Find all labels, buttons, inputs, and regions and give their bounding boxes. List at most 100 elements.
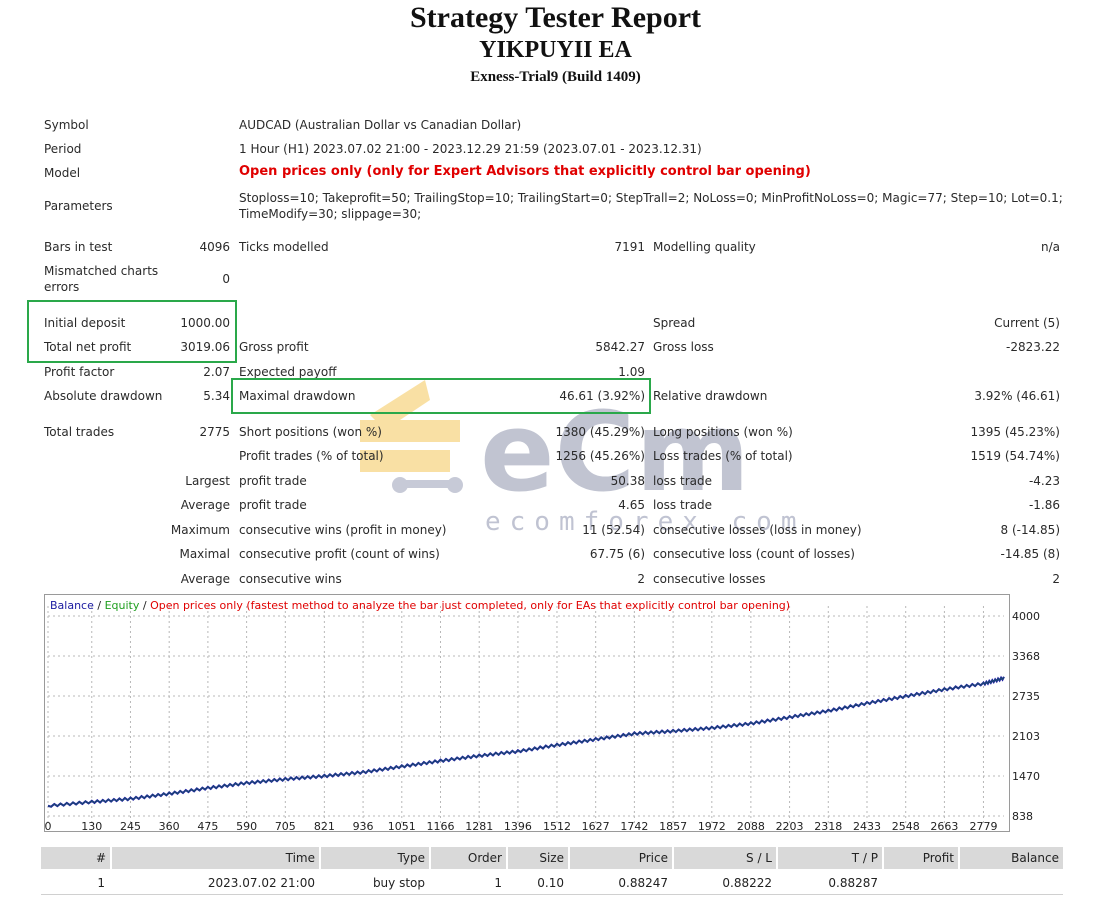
average-loss-value: -1.86 [1028, 498, 1060, 512]
header-column-divider [429, 847, 431, 869]
chart-legend: Balance / Equity / Open prices only (fas… [50, 599, 790, 612]
quality-value: n/a [1040, 240, 1060, 254]
col-size-header: Size [539, 851, 564, 865]
x-tick-label: 1742 [620, 820, 648, 832]
gross-loss-value: -2823.22 [1006, 340, 1060, 354]
x-tick-label: 1512 [543, 820, 571, 832]
table-row-divider [41, 894, 1063, 895]
max-consecutive-wins-label: consecutive wins (profit in money) [239, 523, 447, 537]
max-consecutive-losses-label: consecutive losses (loss in money) [653, 523, 862, 537]
largest-loss-value: -4.23 [1028, 474, 1060, 488]
net-profit-value: 3019.06 [180, 340, 230, 354]
loss-trades-label: Loss trades (% of total) [653, 449, 793, 463]
average-label: Average [180, 498, 230, 512]
average-loss-label: loss trade [653, 498, 712, 512]
deposit-label: Initial deposit [44, 316, 126, 330]
absolute-drawdown-value: 5.34 [203, 389, 230, 403]
spread-label: Spread [653, 316, 696, 330]
col-time-cell: 2023.07.02 21:00 [207, 876, 315, 890]
largest-profit-value: 50.38 [610, 474, 645, 488]
absolute-drawdown-label: Absolute drawdown [44, 389, 163, 403]
avg-consecutive-losses-value: 2 [1052, 572, 1060, 586]
col-profit-header: Profit [922, 851, 954, 865]
total-trades-value: 2775 [199, 425, 230, 439]
x-tick-label: 360 [159, 820, 180, 832]
x-tick-label: 2548 [892, 820, 920, 832]
max-consecutive-losses-value: 8 (-14.85) [1000, 523, 1061, 537]
spread-value: Current (5) [994, 316, 1060, 330]
report-title: Strategy Tester Report [409, 1, 702, 34]
y-tick-label: 838 [1012, 810, 1033, 823]
x-tick-label: 2779 [969, 820, 997, 832]
header-column-divider [568, 847, 570, 869]
mismatch-label: Mismatched charts [44, 264, 159, 278]
mismatch-value: 0 [222, 272, 230, 286]
x-tick-label: 821 [314, 820, 335, 832]
server-build: Exness-Trial9 (Build 1409) [470, 69, 641, 85]
header-column-divider [776, 847, 778, 869]
x-tick-label: 2663 [930, 820, 958, 832]
average-profit-value: 4.65 [618, 498, 645, 512]
x-tick-label: 1051 [388, 820, 416, 832]
y-tick-label: 2735 [1012, 690, 1040, 703]
expected-payoff-label: Expected payoff [239, 365, 337, 379]
x-tick-label: 1166 [426, 820, 454, 832]
gross-profit-value: 5842.27 [595, 340, 645, 354]
model-value: Open prices only (only for Expert Adviso… [239, 164, 811, 179]
maximal-drawdown-highlight [231, 378, 651, 414]
profit-factor-label: Profit factor [44, 365, 115, 379]
long-positions-value: 1395 (45.23%) [970, 425, 1060, 439]
average-profit-label: profit trade [239, 498, 307, 512]
gross-profit-label: Gross profit [239, 340, 309, 354]
bars-label: Bars in test [44, 240, 113, 254]
legend-note: Open prices only (fastest method to anal… [150, 599, 790, 612]
profit-trades-value: 1256 (45.26%) [555, 449, 645, 463]
header-column-divider [672, 847, 674, 869]
parameters-label: Parameters [44, 199, 113, 213]
parameters-line-1: Stoploss=10; Takeprofit=50; TrailingStop… [239, 191, 1063, 205]
maximum-label: Maximum [170, 523, 230, 537]
header-column-divider [110, 847, 112, 869]
legend-equity: Equity [105, 599, 140, 612]
symbol-label: Symbol [44, 118, 89, 132]
y-tick-label: 2103 [1012, 730, 1040, 743]
x-tick-label: 2433 [853, 820, 881, 832]
col-price-header: Price [638, 851, 668, 865]
header-column-divider [958, 847, 960, 869]
quality-label: Modelling quality [653, 240, 756, 254]
deposit-value: 1000.00 [180, 316, 230, 330]
equity-series-line [47, 676, 1005, 808]
x-tick-label: 2318 [814, 820, 842, 832]
x-tick-label: 245 [120, 820, 141, 832]
col-order-cell: 1 [494, 876, 502, 890]
relative-drawdown-value: 3.92% (46.61) [974, 389, 1060, 403]
long-positions-label: Long positions (won %) [653, 425, 793, 439]
maximal-consecutive-loss-value: -14.85 (8) [1000, 547, 1061, 561]
x-tick-label: 475 [197, 820, 218, 832]
relative-drawdown-label: Relative drawdown [653, 389, 768, 403]
short-positions-label: Short positions (won %) [239, 425, 382, 439]
short-positions-value: 1380 (45.29%) [555, 425, 645, 439]
bars-value: 4096 [199, 240, 230, 254]
max-consecutive-wins-value: 11 (52.54) [582, 523, 645, 537]
x-tick-label: 0 [45, 820, 52, 832]
model-label: Model [44, 166, 81, 180]
legend-balance: Balance [50, 599, 94, 612]
maximal-consecutive-profit-value: 67.75 (6) [589, 547, 645, 561]
header-column-divider [319, 847, 321, 869]
largest-profit-label: profit trade [239, 474, 307, 488]
x-tick-label: 2203 [776, 820, 804, 832]
mismatch-label-2: errors [44, 280, 80, 294]
maximal-consecutive-loss-label: consecutive loss (count of losses) [653, 547, 855, 561]
loss-trades-value: 1519 (54.74%) [970, 449, 1060, 463]
profit-trades-label: Profit trades (% of total) [239, 449, 384, 463]
col-balance-header: Balance [1011, 851, 1059, 865]
total-trades-label: Total trades [44, 425, 115, 439]
header-column-divider [882, 847, 884, 869]
deposit-net-profit-highlight [27, 300, 237, 363]
col-price-cell: 0.88247 [618, 876, 668, 890]
x-tick-label: 1972 [698, 820, 726, 832]
col-type-cell: buy stop [372, 876, 425, 890]
largest-loss-label: loss trade [653, 474, 712, 488]
profit-factor-value: 2.07 [203, 365, 230, 379]
